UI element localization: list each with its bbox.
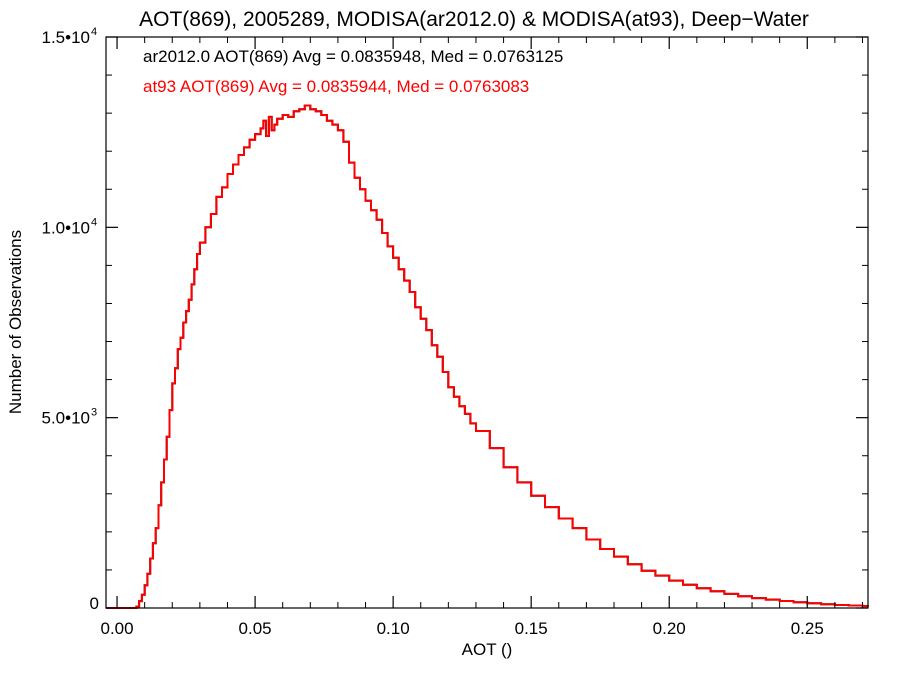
plot-frame xyxy=(105,36,869,609)
y-tick-label: 5.0•10 3 xyxy=(42,407,98,428)
y-tick-label: 1.0•10 4 xyxy=(42,216,98,237)
y-tick-exponent: 3 xyxy=(91,407,97,419)
x-axis-label: AOT () xyxy=(462,640,513,659)
annotation-ar2012: ar2012.0 AOT(869) Avg = 0.0835948, Med =… xyxy=(143,47,563,66)
x-tick-label: 0.15 xyxy=(515,619,548,638)
x-tick-label: 0.05 xyxy=(239,619,272,638)
x-tick-label: 0.20 xyxy=(653,619,686,638)
x-tick-label: 0.00 xyxy=(100,619,133,638)
chart-title: AOT(869), 2005289, MODISA(ar2012.0) & MO… xyxy=(139,8,809,31)
y-tick-exponent: 4 xyxy=(91,26,97,38)
y-tick-mantissa: 0 xyxy=(90,594,99,613)
y-tick-label: 1.5•10 4 xyxy=(42,26,98,47)
series-line-ar2012 xyxy=(106,104,869,609)
y-tick-mantissa: 1.5•10 xyxy=(42,28,91,47)
y-tick-mantissa: 5.0•10 xyxy=(42,409,91,428)
annotation-at93: at93 AOT(869) Avg = 0.0835944, Med = 0.0… xyxy=(143,77,529,96)
x-tick-label: 0.25 xyxy=(791,619,824,638)
y-axis-label: Number of Observations xyxy=(6,230,25,414)
y-tick-label: 0 xyxy=(90,594,99,613)
y-tick-exponent: 4 xyxy=(91,216,97,228)
x-tick-label: 0.10 xyxy=(377,619,410,638)
series-line-at93 xyxy=(106,104,869,609)
series-layer xyxy=(106,104,869,609)
y-tick-mantissa: 1.0•10 xyxy=(42,218,91,237)
